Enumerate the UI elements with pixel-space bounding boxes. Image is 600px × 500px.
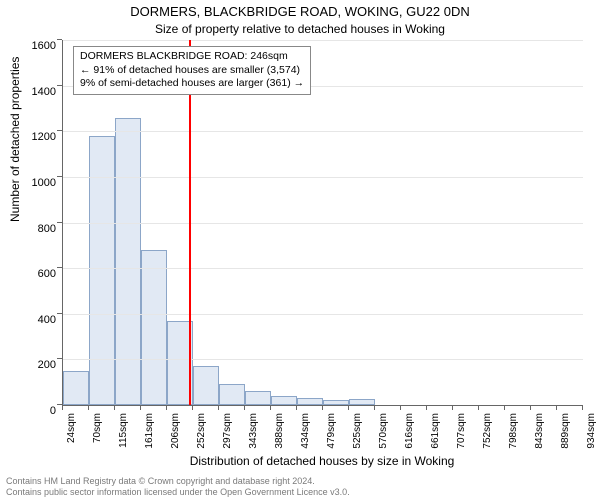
chart-title: DORMERS, BLACKBRIDGE ROAD, WOKING, GU22 … bbox=[0, 4, 600, 19]
gridline bbox=[63, 359, 583, 360]
histogram-bar bbox=[219, 384, 245, 405]
annotation-line: 9% of semi-detached houses are larger (3… bbox=[80, 77, 304, 91]
y-tick-label: 1200 bbox=[6, 131, 56, 143]
chart-subtitle: Size of property relative to detached ho… bbox=[0, 22, 600, 36]
gridline bbox=[63, 131, 583, 132]
x-tick-mark bbox=[140, 405, 141, 410]
x-tick-mark bbox=[400, 405, 401, 410]
histogram-bar bbox=[115, 118, 141, 405]
histogram-bar bbox=[193, 366, 219, 405]
x-tick-mark bbox=[348, 405, 349, 410]
annotation-line: ← 91% of detached houses are smaller (3,… bbox=[80, 64, 304, 78]
y-tick-label: 1400 bbox=[6, 86, 56, 98]
y-tick-label: 1600 bbox=[6, 40, 56, 52]
histogram-bar bbox=[141, 250, 167, 405]
x-tick-mark bbox=[62, 405, 63, 410]
x-tick-mark bbox=[322, 405, 323, 410]
gridline bbox=[63, 268, 583, 269]
x-tick-mark bbox=[426, 405, 427, 410]
x-tick-mark bbox=[374, 405, 375, 410]
annotation-box: DORMERS BLACKBRIDGE ROAD: 246sqm← 91% of… bbox=[73, 46, 311, 95]
footer-line2: Contains public sector information licen… bbox=[6, 487, 350, 498]
footer-line1: Contains HM Land Registry data © Crown c… bbox=[6, 476, 350, 487]
x-tick-mark bbox=[478, 405, 479, 410]
y-tick-label: 1000 bbox=[6, 177, 56, 189]
histogram-bar bbox=[271, 396, 297, 405]
x-tick-mark bbox=[556, 405, 557, 410]
x-tick-mark bbox=[114, 405, 115, 410]
gridline bbox=[63, 314, 583, 315]
x-tick-mark bbox=[166, 405, 167, 410]
x-tick-mark bbox=[244, 405, 245, 410]
x-tick-mark bbox=[452, 405, 453, 410]
x-tick-mark bbox=[192, 405, 193, 410]
y-ticks: 02004006008001000120014001600 bbox=[0, 40, 62, 405]
y-tick-label: 600 bbox=[6, 268, 56, 280]
x-tick-mark bbox=[530, 405, 531, 410]
x-tick-mark bbox=[88, 405, 89, 410]
chart-container: DORMERS, BLACKBRIDGE ROAD, WOKING, GU22 … bbox=[0, 0, 600, 500]
histogram-bar bbox=[297, 398, 323, 405]
footer-attribution: Contains HM Land Registry data © Crown c… bbox=[6, 476, 350, 498]
gridline bbox=[63, 40, 583, 41]
histogram-bar bbox=[63, 371, 89, 405]
x-tick-mark bbox=[296, 405, 297, 410]
x-tick-mark bbox=[270, 405, 271, 410]
y-tick-label: 200 bbox=[6, 359, 56, 371]
gridline bbox=[63, 177, 583, 178]
x-tick-mark bbox=[504, 405, 505, 410]
x-tick-mark bbox=[218, 405, 219, 410]
gridline bbox=[63, 223, 583, 224]
plot-area: DORMERS BLACKBRIDGE ROAD: 246sqm← 91% of… bbox=[62, 40, 583, 406]
y-tick-label: 400 bbox=[6, 314, 56, 326]
y-tick-label: 0 bbox=[6, 405, 56, 417]
annotation-line: DORMERS BLACKBRIDGE ROAD: 246sqm bbox=[80, 50, 304, 64]
x-tick-mark bbox=[582, 405, 583, 410]
x-tick-label: 934sqm bbox=[586, 413, 597, 473]
y-tick-label: 800 bbox=[6, 223, 56, 235]
x-axis-label: Distribution of detached houses by size … bbox=[62, 454, 582, 468]
histogram-bar bbox=[245, 391, 271, 405]
